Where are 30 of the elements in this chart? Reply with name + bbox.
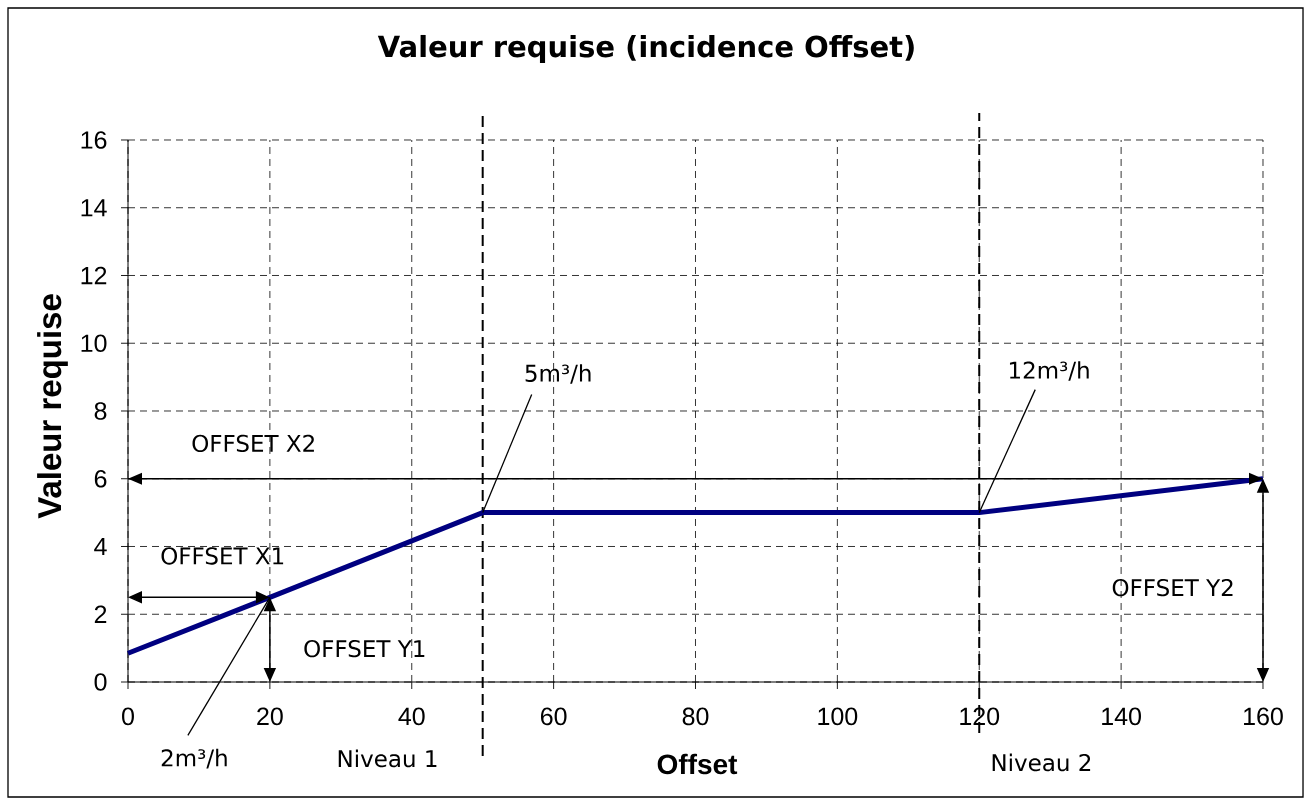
x-tick-label: 140	[1102, 707, 1141, 726]
annotation: 2m³/h	[161, 748, 227, 769]
y-tick-label: 4	[94, 537, 107, 556]
ref-line-label: Niveau 2	[992, 753, 1091, 772]
x-tick-label: 0	[122, 707, 134, 726]
y-tick-label: 10	[81, 334, 107, 353]
x-tick-label: 60	[540, 707, 567, 726]
y-tick-label: 8	[94, 402, 107, 420]
x-tick-label: 160	[1244, 707, 1283, 726]
annotation: 5m³/h	[525, 364, 591, 384]
x-tick-label: 20	[257, 707, 283, 726]
x-axis-title: Offset	[657, 753, 738, 775]
y-axis-title: Valeur requise	[37, 294, 68, 519]
y-tick-label: 0	[94, 673, 107, 691]
x-tick-label: 100	[818, 707, 858, 726]
ref-line-label: Niveau 1	[338, 749, 437, 768]
chart-title: Valeur requise (incidence Offset)	[377, 34, 914, 64]
annotation: 12m³/h	[1009, 361, 1089, 381]
y-tick-label: 14	[81, 199, 107, 217]
annotation: OFFSET X1	[161, 547, 284, 565]
x-tick-label: 120	[960, 707, 1000, 726]
annotation: OFFSET Y1	[304, 639, 425, 658]
annotation: OFFSET Y2	[1112, 578, 1233, 597]
y-tick-label: 2	[94, 605, 107, 623]
x-tick-label: 80	[682, 707, 709, 726]
y-tick-label: 6	[94, 469, 107, 488]
ref-line-label: OFFSET X2	[192, 434, 314, 453]
y-tick-label: 12	[81, 266, 107, 285]
x-tick-label: 40	[398, 707, 425, 726]
y-tick-label: 16	[81, 131, 107, 149]
